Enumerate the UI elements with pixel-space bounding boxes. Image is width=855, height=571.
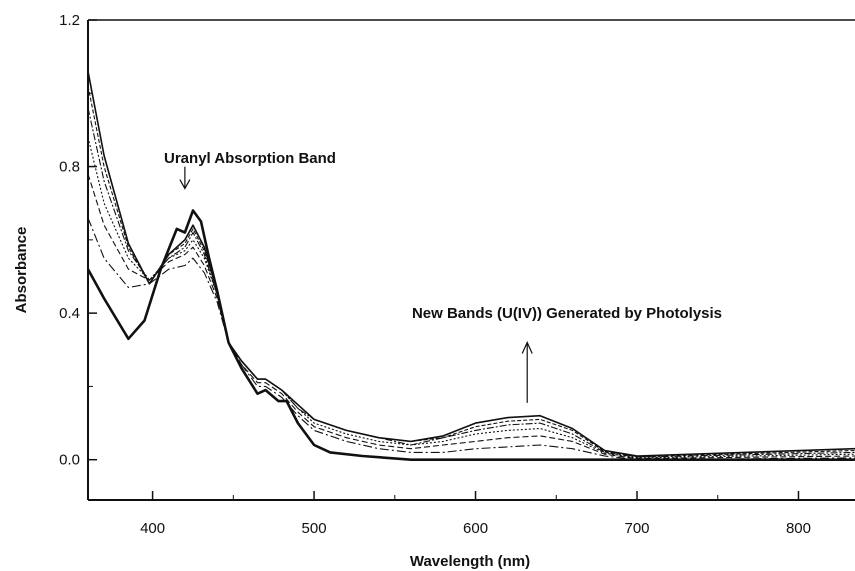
x-tick-label: 500 xyxy=(302,520,327,537)
annotation-uranyl-band: Uranyl Absorption Band xyxy=(164,150,336,167)
y-tick-label: 1.2 xyxy=(59,12,80,29)
series-line-2 xyxy=(87,217,855,461)
x-tick-label: 800 xyxy=(786,520,811,537)
series-line-3 xyxy=(87,173,855,460)
axes-layer xyxy=(87,19,855,501)
up-arrow-icon xyxy=(521,340,533,403)
series-line-6 xyxy=(87,85,855,458)
series-layer xyxy=(86,71,855,461)
series-line-4 xyxy=(87,137,855,459)
series-line-7 xyxy=(87,71,855,457)
y-tick-label: 0.4 xyxy=(59,305,80,322)
y-tick-label: 0.8 xyxy=(59,159,80,176)
annotations-layer: Uranyl Absorption Band New Bands (U(IV)) … xyxy=(164,150,722,403)
x-tick-label: 700 xyxy=(624,520,649,537)
x-tick-label: 600 xyxy=(463,520,488,537)
y-axis-title: Absorbance xyxy=(13,227,30,314)
down-arrow-icon xyxy=(179,166,191,190)
ticks-layer: 0.0 0.4 0.8 1.2 400 500 600 700 800 xyxy=(59,12,811,537)
annotation-new-bands: New Bands (U(IV)) Generated by Photolysi… xyxy=(412,305,722,322)
x-tick-label: 400 xyxy=(140,520,165,537)
y-tick-label: 0.0 xyxy=(59,452,80,469)
series-line-5 xyxy=(87,107,855,458)
x-axis-title: Wavelength (nm) xyxy=(410,553,530,570)
